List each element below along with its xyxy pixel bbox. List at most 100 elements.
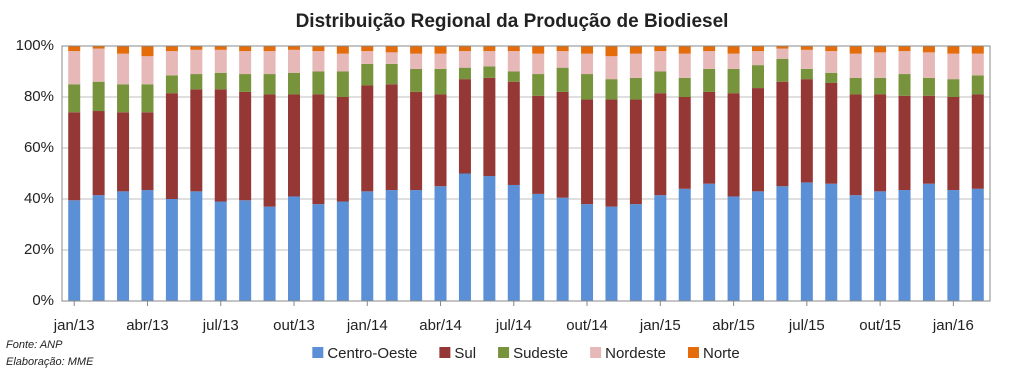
bar-segment xyxy=(776,81,789,187)
bar-segment xyxy=(263,51,276,75)
bar-segment xyxy=(190,49,203,75)
bar-segment xyxy=(849,195,862,301)
bar-segment xyxy=(165,46,178,52)
bar-segment xyxy=(165,51,178,76)
bar-segment xyxy=(214,72,227,90)
x-tick-label: out/14 xyxy=(566,317,608,334)
bar-segment xyxy=(410,190,423,301)
bar-segment xyxy=(141,112,154,191)
legend-swatch xyxy=(590,347,602,358)
bar-segment xyxy=(581,99,594,205)
bar-segment xyxy=(922,77,935,96)
legend-swatch xyxy=(439,347,451,358)
bar-segment xyxy=(165,93,178,199)
bar-segment xyxy=(556,67,569,92)
bar-segment xyxy=(312,94,325,205)
plot-border xyxy=(61,45,991,302)
bar-segment xyxy=(507,184,520,301)
bar-segment xyxy=(971,53,984,76)
bar-segment xyxy=(947,53,960,80)
bar-segment xyxy=(727,196,740,301)
bar-segment xyxy=(239,46,252,52)
bar-segment xyxy=(947,97,960,191)
bar-segment xyxy=(190,191,203,301)
bar-segment xyxy=(288,72,300,95)
bar-segment xyxy=(507,46,520,52)
bar-segment xyxy=(410,46,423,54)
bar-segment xyxy=(68,51,81,85)
bar-segment xyxy=(165,199,178,301)
bar-segment xyxy=(629,53,642,78)
bar-segment xyxy=(458,173,471,301)
bar-segment xyxy=(849,77,862,95)
bar-segment xyxy=(263,94,276,207)
bar-segment xyxy=(239,51,252,75)
y-tick-label: 100% xyxy=(16,37,54,54)
bar-segment xyxy=(483,77,496,177)
legend-swatch xyxy=(312,347,324,358)
bar-segment xyxy=(239,91,252,201)
bar-segment xyxy=(703,183,716,301)
bar-segment xyxy=(971,94,984,189)
bar-segment xyxy=(288,94,300,197)
bar-segment xyxy=(971,46,984,54)
bar-segment xyxy=(849,53,862,78)
bar-segment xyxy=(336,71,349,97)
bar-segment xyxy=(654,51,667,72)
bar-segment xyxy=(68,112,81,201)
x-tick-label: abr/14 xyxy=(419,317,462,334)
legend-label: Norte xyxy=(703,345,740,362)
bar-segment xyxy=(898,46,911,52)
bar-segment xyxy=(532,53,545,75)
bar-segment xyxy=(361,191,374,301)
bar-segment xyxy=(752,191,764,301)
bar-segment xyxy=(605,79,618,100)
bar-segment xyxy=(825,51,838,73)
bar-segment xyxy=(410,53,423,69)
bar-segment xyxy=(361,51,374,64)
bar-segment xyxy=(434,68,447,95)
bar-segment xyxy=(385,84,398,191)
x-tick-label: out/13 xyxy=(273,317,315,334)
bar-segment xyxy=(263,74,276,95)
bar-segment xyxy=(336,46,349,54)
bar-segment xyxy=(629,46,642,54)
bar-segment xyxy=(458,46,471,52)
legend-label: Sudeste xyxy=(513,345,568,362)
bar-segment xyxy=(385,46,398,53)
bar-segment xyxy=(678,53,691,78)
bar-segment xyxy=(800,68,813,80)
bar-segment xyxy=(849,46,862,54)
bar-segment xyxy=(532,74,545,96)
bar-segment xyxy=(117,53,130,85)
bar-segment xyxy=(800,46,813,50)
bar-segment xyxy=(190,89,203,192)
bar-segment xyxy=(483,51,496,67)
bar-segment xyxy=(556,197,569,301)
bar-segment xyxy=(434,46,447,54)
bar-segment xyxy=(214,49,227,73)
bar-segment xyxy=(874,94,887,192)
bar-segment xyxy=(68,46,81,52)
bar-segment xyxy=(141,190,154,301)
bar-segment xyxy=(727,93,740,197)
bar-segment xyxy=(532,46,545,54)
bar-segment xyxy=(141,56,154,85)
bar-segment xyxy=(703,51,716,69)
bar-segment xyxy=(776,46,789,49)
bar-segment xyxy=(458,67,471,80)
bar-segment xyxy=(410,91,423,191)
bar-segment xyxy=(752,88,764,192)
bar-segment xyxy=(312,46,325,52)
bar-segment xyxy=(507,81,520,185)
credit-note: Elaboração: MME xyxy=(6,356,94,368)
y-tick-label: 0% xyxy=(32,292,54,309)
bar-segment xyxy=(532,95,545,194)
bar-segment xyxy=(849,94,862,196)
bar-segment xyxy=(385,63,398,85)
bar-segment xyxy=(678,77,691,97)
bar-segment xyxy=(214,46,227,50)
bar-segment xyxy=(800,49,813,69)
bar-segment xyxy=(678,46,691,54)
